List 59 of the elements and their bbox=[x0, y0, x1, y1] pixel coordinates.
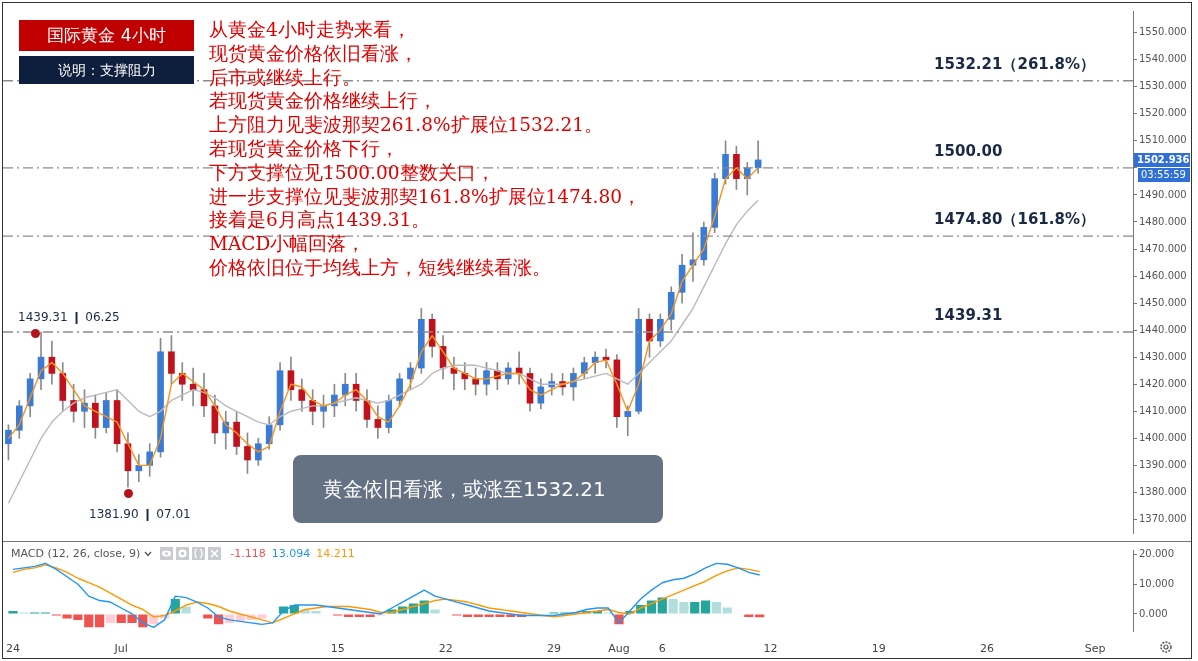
annotation: 1439.31 ❙ 06.25 bbox=[18, 310, 120, 324]
text: 03:55:59 bbox=[1141, 168, 1186, 180]
y-tick-label: 1370.000 bbox=[1139, 513, 1187, 525]
y-tick-label: 1470.000 bbox=[1139, 242, 1187, 254]
y-tick-label: 1380.000 bbox=[1139, 486, 1187, 498]
y-tick-label: 1540.000 bbox=[1139, 53, 1187, 65]
callout-box: 黄金依旧看涨，或涨至1532.21 bbox=[293, 455, 663, 523]
annotation: 后市或继续上行。 bbox=[209, 65, 362, 90]
annotation: -1.118 bbox=[230, 547, 266, 560]
y-tick-label: 20.000 bbox=[1139, 548, 1174, 560]
y-tick-label: 1400.000 bbox=[1139, 431, 1187, 443]
subtitle-label: 说明：支撑阻力 bbox=[19, 56, 194, 84]
category-label: 29 bbox=[547, 642, 562, 656]
chart-title: MACD (12, 26, close, 9) bbox=[11, 547, 141, 560]
category-label: 19 bbox=[871, 642, 886, 656]
annotation: 下方支撑位见1500.00整数关口， bbox=[209, 160, 496, 185]
annotation: 若现货黄金价格下行， bbox=[209, 137, 400, 161]
y-tick-label: 1390.000 bbox=[1139, 458, 1187, 470]
category-label: Sep bbox=[1084, 642, 1106, 656]
annotation: 现货黄金价格依旧看涨， bbox=[209, 41, 419, 66]
y-tick-label: 1410.000 bbox=[1139, 404, 1187, 416]
y-tick-label: 1480.000 bbox=[1139, 215, 1187, 227]
y-tick-label: 1420.000 bbox=[1139, 377, 1187, 389]
ref-line-label: 1532.21（261.8%） bbox=[934, 55, 1095, 74]
category-label: Aug bbox=[608, 642, 630, 656]
y-tick-label: 1510.000 bbox=[1139, 134, 1187, 146]
y-tick-label: 10.000 bbox=[1139, 577, 1174, 589]
annotation: MACD小幅回落， bbox=[209, 232, 367, 256]
category-label: 12 bbox=[763, 642, 778, 656]
ref-line-label: 1500.00 bbox=[934, 142, 1003, 161]
annotation: 若现货黄金价格继续上行， bbox=[209, 89, 438, 114]
text: 1502.936 bbox=[1137, 153, 1190, 165]
annotation: 14.211 bbox=[316, 547, 355, 560]
y-tick-label: 1460.000 bbox=[1139, 269, 1187, 281]
y-tick-label: 1550.000 bbox=[1139, 26, 1187, 38]
y-tick-label: 1430.000 bbox=[1139, 350, 1187, 362]
ref-line-label: 1474.80（161.8%） bbox=[934, 210, 1095, 229]
annotation: 上方阻力见斐波那契261.8%扩展位1532.21。 bbox=[209, 113, 605, 137]
annotation: 价格依旧位于均线上方，短线继续看涨。 bbox=[209, 255, 552, 280]
annotation: 接着是6月高点1439.31。 bbox=[209, 208, 432, 233]
annotation: 从黄金4小时走势来看， bbox=[209, 18, 412, 42]
category-label: 22 bbox=[438, 642, 453, 656]
annotation: 13.094 bbox=[271, 547, 311, 560]
y-tick-label: 1520.000 bbox=[1139, 107, 1187, 119]
y-tick-label: 1450.000 bbox=[1139, 296, 1187, 308]
category-label: 8 bbox=[225, 642, 233, 656]
y-tick-label: 1440.000 bbox=[1139, 323, 1187, 335]
y-tick-label: 1490.000 bbox=[1139, 188, 1187, 200]
title-label: 国际黄金 4小时 bbox=[19, 20, 194, 51]
category-label: 26 bbox=[979, 642, 994, 656]
y-tick-label: 0.000 bbox=[1139, 607, 1168, 619]
category-label: 24 bbox=[6, 642, 20, 656]
y-tick-label: 1530.000 bbox=[1139, 80, 1187, 92]
category-label: 6 bbox=[658, 642, 666, 656]
ref-line-label: 1439.31 bbox=[934, 306, 1003, 325]
annotation: 1381.90 ❙ 07.01 bbox=[89, 507, 191, 521]
category-label: Jul bbox=[114, 642, 128, 656]
category-label: 15 bbox=[330, 642, 345, 656]
annotation: 进一步支撑位见斐波那契161.8%扩展位1474.80， bbox=[209, 184, 642, 209]
